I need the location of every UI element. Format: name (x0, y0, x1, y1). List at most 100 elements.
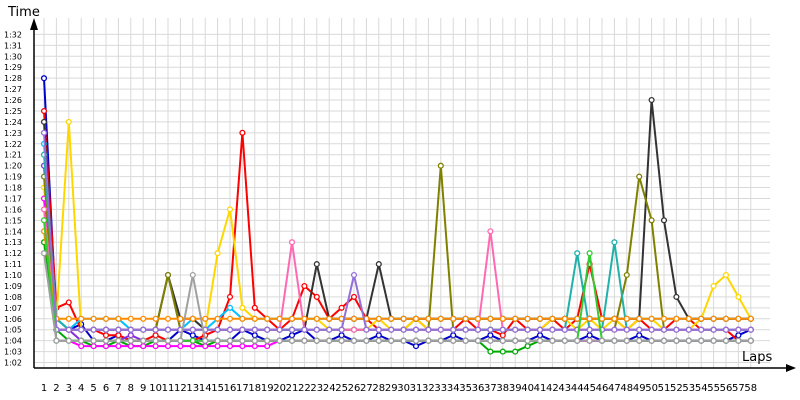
data-point (90, 315, 97, 322)
data-point (239, 326, 246, 333)
x-tick-label: 49 (633, 383, 646, 394)
data-point (288, 326, 296, 333)
data-point (450, 326, 457, 333)
data-point (40, 217, 48, 224)
data-point (375, 315, 382, 322)
data-point (288, 337, 296, 344)
grid (34, 18, 770, 368)
y-tick-label: 1:19 (4, 173, 22, 182)
x-tick-label: 41 (534, 383, 547, 394)
x-tick-label: 42 (546, 383, 559, 394)
data-point (350, 337, 358, 344)
data-point (586, 315, 593, 322)
data-point (735, 332, 742, 339)
data-point (338, 337, 345, 344)
data-point (549, 326, 556, 333)
data-point (487, 332, 494, 339)
data-point (549, 315, 556, 322)
data-point (115, 315, 122, 322)
data-point (487, 228, 494, 235)
x-tick-label: 5 (90, 383, 96, 394)
data-point (598, 337, 606, 344)
data-point (338, 326, 345, 333)
data-point (301, 326, 308, 333)
data-point (512, 348, 519, 355)
data-point (363, 337, 370, 344)
data-point (226, 337, 234, 344)
data-point (189, 271, 196, 279)
data-point (102, 315, 110, 322)
data-point (474, 315, 482, 322)
data-point (722, 337, 730, 344)
y-tick-label: 1:10 (4, 271, 22, 280)
series-line (43, 132, 751, 331)
data-point (65, 315, 72, 322)
data-point (710, 282, 717, 290)
data-point (226, 315, 234, 322)
data-point (313, 326, 320, 333)
data-point (78, 326, 85, 333)
data-point (152, 337, 159, 344)
data-point (660, 337, 668, 344)
data-point (164, 271, 172, 279)
y-tick-label: 1:15 (4, 216, 22, 225)
y-tick-label: 1:07 (4, 304, 22, 313)
data-point (388, 326, 395, 333)
data-point (536, 315, 544, 322)
x-tick-label: 27 (360, 383, 373, 394)
x-tick-label: 7 (115, 383, 121, 394)
series-lines (40, 75, 754, 355)
y-tick-label: 1:08 (4, 293, 22, 302)
data-point (636, 337, 643, 344)
data-point (239, 337, 246, 344)
x-tick-label: 25 (335, 383, 348, 394)
x-tick-label: 23 (310, 383, 323, 394)
series-line (43, 164, 751, 331)
y-tick-label: 1:12 (4, 249, 22, 258)
data-point (375, 332, 382, 339)
data-point (40, 206, 48, 213)
data-point (251, 332, 258, 339)
data-point (189, 337, 196, 344)
y-tick-label: 1:18 (4, 184, 22, 193)
x-tick-label: 20 (273, 383, 286, 394)
data-point (499, 348, 506, 355)
y-tick-label: 1:30 (4, 52, 22, 61)
data-point (102, 337, 110, 344)
data-point (636, 326, 643, 333)
data-point (673, 337, 680, 344)
data-point (462, 315, 469, 322)
x-tick-label: 43 (558, 383, 571, 394)
data-point (40, 250, 48, 257)
data-point (288, 332, 296, 339)
data-point (400, 337, 407, 344)
data-point (313, 315, 320, 322)
data-point (239, 304, 246, 311)
data-point (350, 315, 358, 322)
data-point (164, 326, 172, 333)
data-point (698, 326, 705, 333)
data-point (164, 315, 172, 322)
data-point (226, 206, 234, 213)
data-point (611, 239, 618, 246)
data-point (598, 315, 606, 322)
series-3 (40, 118, 754, 333)
x-tick-label: 36 (472, 383, 485, 394)
data-point (375, 261, 382, 268)
data-point (276, 337, 283, 344)
data-point (462, 326, 469, 333)
data-point (636, 173, 643, 180)
data-point (623, 271, 630, 279)
data-point (338, 332, 345, 339)
data-point (152, 315, 159, 322)
series-line (43, 99, 751, 331)
data-point (40, 118, 48, 125)
y-tick-label: 1:21 (4, 151, 22, 160)
x-tick-label: 40 (521, 383, 534, 394)
y-tick-label: 1:31 (4, 41, 22, 50)
data-point (685, 326, 692, 333)
x-tick-label: 54 (695, 383, 708, 394)
data-point (90, 343, 97, 350)
data-point (698, 337, 705, 344)
